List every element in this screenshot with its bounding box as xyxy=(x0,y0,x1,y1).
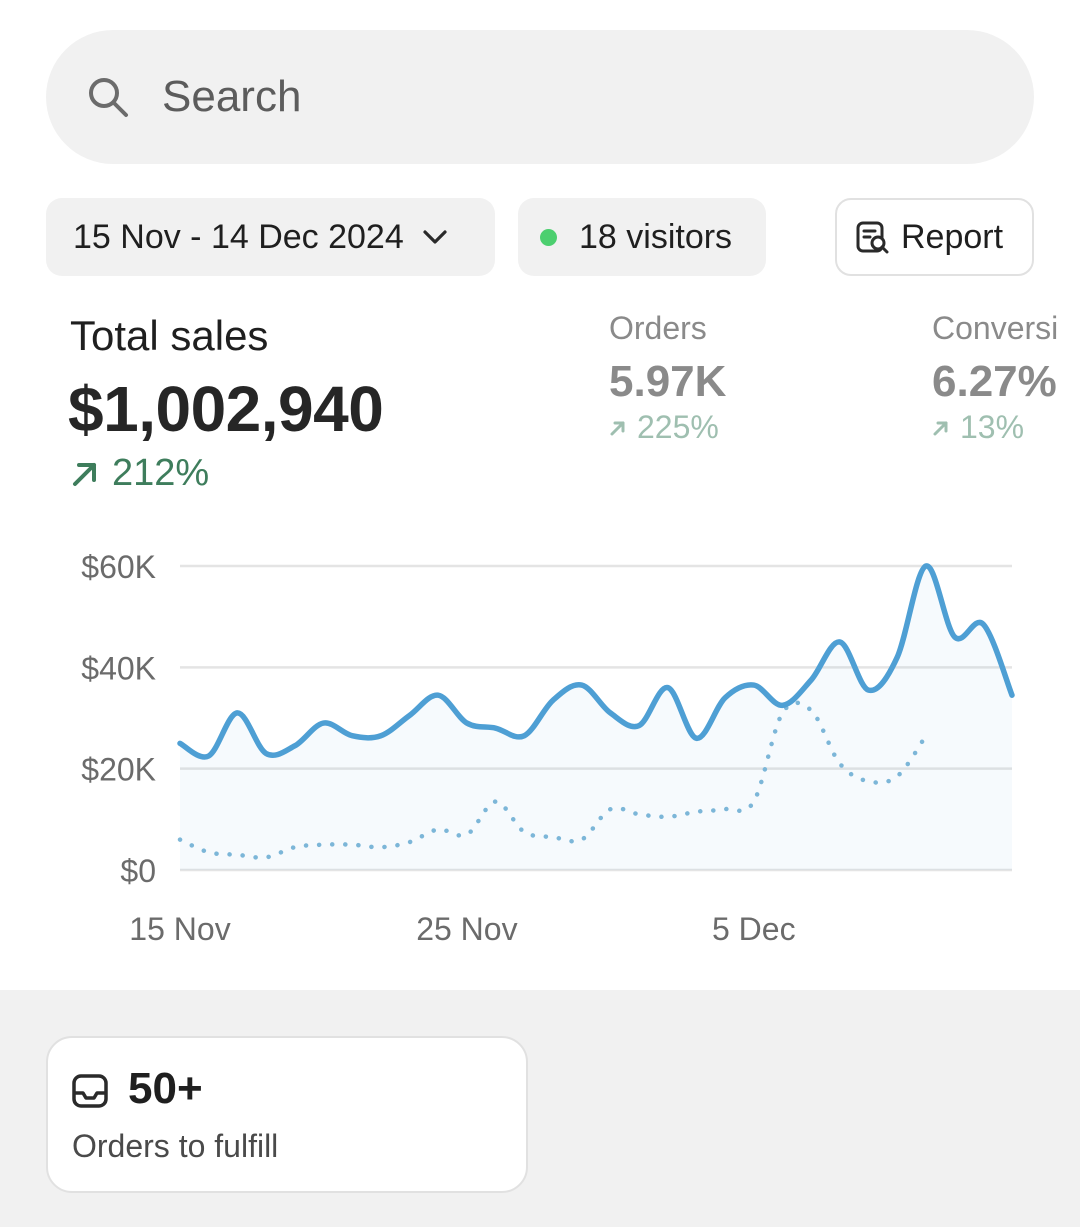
x-tick-label: 15 Nov xyxy=(129,911,230,947)
x-tick-label: 25 Nov xyxy=(416,911,517,947)
search-bar[interactable]: Search xyxy=(46,30,1034,164)
total-sales-change: 212% xyxy=(70,452,209,495)
report-button[interactable]: Report xyxy=(835,198,1034,276)
conversion-change: 13% xyxy=(932,409,1080,446)
inbox-icon xyxy=(72,1074,108,1108)
total-sales-label: Total sales xyxy=(70,312,269,359)
search-input[interactable]: Search xyxy=(162,72,302,121)
live-status-dot xyxy=(540,228,557,246)
date-range-label: 15 Nov - 14 Dec 2024 xyxy=(73,217,404,256)
orders-label: Orders xyxy=(609,310,707,346)
orders-change-value: 225% xyxy=(637,409,719,445)
fulfill-label: Orders to fulfill xyxy=(72,1128,279,1164)
visitors-label: 18 visitors xyxy=(579,217,733,256)
y-tick-label: $60K xyxy=(81,549,156,585)
conversion-metric[interactable]: Conversi 6.27% 13% xyxy=(932,310,1080,446)
orders-to-fulfill-card[interactable]: 50+ Orders to fulfill xyxy=(46,1036,528,1193)
y-tick-label: $40K xyxy=(81,650,156,686)
trend-up-icon xyxy=(73,462,96,486)
trend-up-icon xyxy=(933,421,948,435)
report-label: Report xyxy=(901,217,1004,256)
sales-series-area xyxy=(180,565,1012,870)
total-sales-change-value: 212% xyxy=(112,452,210,494)
conversion-change-value: 13% xyxy=(960,409,1025,445)
conversion-value: 6.27% xyxy=(932,357,1057,406)
orders-value: 5.97K xyxy=(609,357,727,406)
orders-metric[interactable]: Orders 5.97K 225% xyxy=(609,310,726,446)
conversion-label: Conversi xyxy=(932,310,1059,346)
report-icon xyxy=(856,221,889,254)
sales-chart[interactable]: $60K $40K $20K $0 15 Nov 25 Nov 5 Dec xyxy=(0,530,1080,960)
total-sales-value: $1,002,940 xyxy=(68,373,384,445)
comparison-series-line xyxy=(177,700,929,860)
date-range-selector[interactable]: 15 Nov - 14 Dec 2024 xyxy=(46,198,495,276)
orders-change: 225% xyxy=(609,409,726,446)
live-visitors-badge[interactable]: 18 visitors xyxy=(518,198,766,276)
chevron-down-icon xyxy=(423,230,447,244)
y-tick-label: $20K xyxy=(81,752,156,788)
fulfill-count: 50+ xyxy=(128,1064,203,1113)
sales-series-line xyxy=(177,563,1015,760)
search-icon xyxy=(89,78,128,117)
x-tick-label: 5 Dec xyxy=(712,911,796,947)
y-tick-label: $0 xyxy=(120,853,156,889)
trend-up-icon xyxy=(610,421,625,435)
